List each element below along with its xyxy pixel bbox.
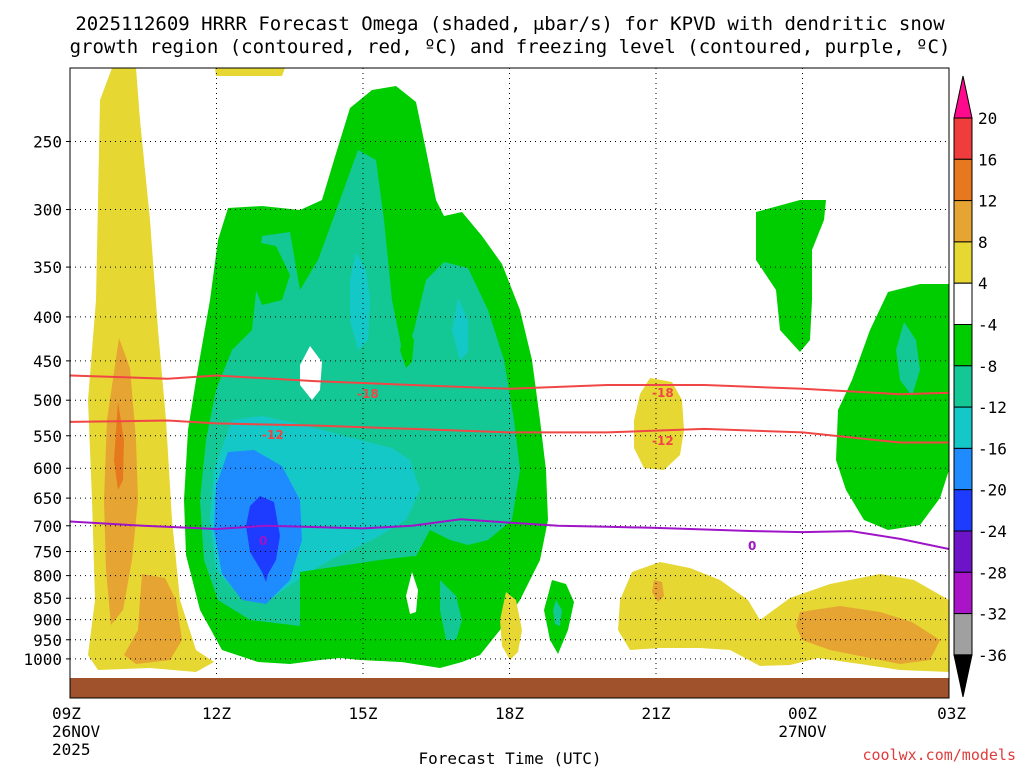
ground-surface	[70, 678, 949, 698]
omega-fill-teal-right-column	[452, 298, 468, 360]
y-tick-label: 350	[33, 258, 62, 277]
contour-label-minus18-b: -18	[652, 386, 674, 400]
x-tick-date: 27NOV	[778, 722, 827, 741]
y-tick-label: 750	[33, 543, 62, 562]
x-tick-label: 12Z	[202, 704, 231, 723]
colorbar-swatch	[953, 447, 973, 491]
omega-fill-teal-far-right	[896, 322, 920, 396]
y-tick-label: 300	[33, 201, 62, 220]
colorbar-label: -36	[978, 646, 1007, 665]
y-tick-label: 400	[33, 308, 62, 327]
x-tick-label: 09Z	[52, 704, 81, 723]
omega-fill-yellow-21z-mid	[634, 378, 684, 470]
omega-fill-orange-lower-left	[124, 574, 182, 664]
colorbar-label: 20	[978, 109, 997, 128]
omega-fill-green-lower-band	[300, 556, 470, 664]
chart-title-line-2: growth region (contoured, red, ºC) and f…	[70, 36, 951, 58]
contour-dendritic-minus12	[70, 419, 949, 444]
y-tick-label: 250	[33, 133, 62, 152]
x-axis-title: Forecast Time (UTC)	[418, 749, 601, 768]
x-tick-year: 2025	[52, 740, 91, 759]
omega-hole-white-lower	[406, 572, 418, 614]
omega-fill-darkblue-core	[246, 496, 280, 582]
omega-fill-orange-lower-right	[796, 606, 940, 664]
contour-label-zero-b: 0	[748, 539, 756, 553]
y-tick-label: 1000	[23, 650, 62, 669]
colorbar-label: -4	[978, 316, 997, 335]
omega-fill-green-upper-right	[756, 200, 826, 352]
x-tick-label: 03Z	[937, 704, 966, 723]
colorbar-label: -32	[978, 605, 1007, 624]
plot-frame	[69, 67, 950, 699]
plot-area: -18 -18 -12 -12 0 0	[70, 68, 949, 698]
x-tick-label: 21Z	[642, 704, 671, 723]
colorbar-arrow-bottom	[953, 654, 973, 698]
x-tick-label: 15Z	[349, 704, 378, 723]
y-axis: 250 300 350 400 450 500 550 600 650 700 750 800 850 9…	[23, 133, 70, 669]
colorbar-swatch	[953, 241, 973, 284]
omega-fill-yellow-18z	[500, 592, 522, 660]
omega-hole-green-2	[252, 242, 290, 305]
contour-freezing-level	[70, 518, 949, 550]
x-tick-label: 00Z	[788, 704, 817, 723]
omega-hole-white-1	[300, 346, 322, 400]
omega-fill-teal-lower	[440, 580, 462, 640]
colorbar-swatch	[953, 613, 973, 656]
credit-link[interactable]: coolwx.com/models	[862, 746, 1016, 764]
y-tick-label: 650	[33, 489, 62, 508]
colorbar-label: -24	[978, 522, 1007, 541]
colorbar-swatch	[953, 282, 973, 326]
colorbar-label: 4	[978, 274, 988, 293]
contour-label-minus12-b: -12	[652, 434, 674, 448]
x-tick-label: 18Z	[495, 704, 524, 723]
colorbar-swatch	[953, 489, 973, 532]
x-tick-date: 26NOV	[52, 722, 101, 741]
colorbar-label: -16	[978, 439, 1007, 458]
omega-fill-teal-upper-center	[350, 252, 370, 350]
colorbar-label: 12	[978, 192, 997, 211]
y-tick-label: 550	[33, 427, 62, 446]
omega-fill-orange-left-peak	[114, 402, 124, 490]
omega-fill-yellow-top-small	[215, 68, 285, 76]
colorbar-label: -20	[978, 481, 1007, 500]
y-tick-label: 450	[33, 352, 62, 371]
y-tick-label: 500	[33, 391, 62, 410]
colorbar-label: -28	[978, 563, 1007, 582]
colorbar-swatch	[953, 324, 973, 367]
colorbar-swatch	[953, 530, 973, 573]
colorbar-swatch	[953, 571, 973, 615]
contour-label-minus18-a: -18	[357, 387, 379, 401]
colorbar-swatch	[953, 158, 973, 202]
y-tick-label: 700	[33, 517, 62, 536]
y-tick-label: 950	[33, 631, 62, 650]
omega-fill-orange-21z-low	[652, 580, 664, 602]
y-tick-label: 850	[33, 589, 62, 608]
colorbar-swatch	[953, 406, 973, 449]
colorbar-swatch	[953, 200, 973, 243]
y-tick-label: 900	[33, 611, 62, 630]
colorbar-swatch	[953, 117, 973, 160]
contour-label-minus12-a: -12	[262, 428, 284, 442]
omega-hole-green-3	[400, 324, 414, 368]
colorbar-label: -8	[978, 357, 997, 376]
colorbar-arrow-top	[953, 75, 973, 119]
y-tick-label: 600	[33, 459, 62, 478]
colorbar-label: -12	[978, 398, 1007, 417]
chart-title-line-1: 2025112609 HRRR Forecast Omega (shaded, …	[75, 13, 945, 35]
contour-dendritic-minus18	[70, 374, 949, 396]
colorbar: 20 16 12 8 4 -4 -8 -12 -16 -20 -24 -28 -32 -36	[953, 75, 1007, 698]
y-tick-label: 800	[33, 567, 62, 586]
colorbar-label: 8	[978, 233, 988, 252]
colorbar-swatch	[953, 365, 973, 408]
contour-label-zero-a: 0	[259, 534, 267, 548]
colorbar-label: 16	[978, 150, 997, 169]
